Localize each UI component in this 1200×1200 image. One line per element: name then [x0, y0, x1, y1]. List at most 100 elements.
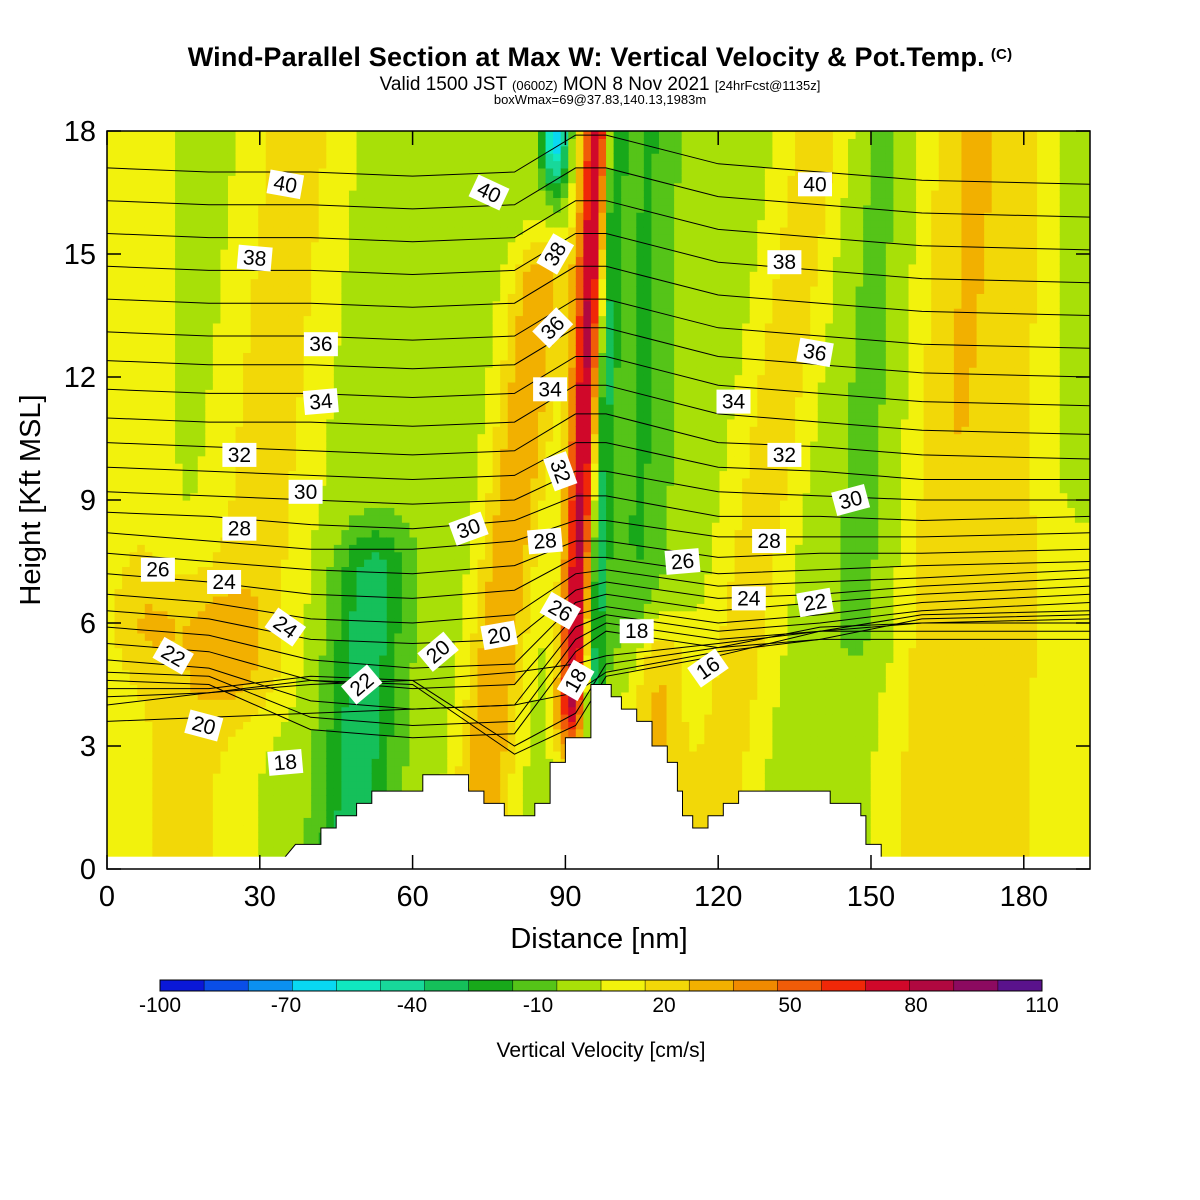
w-cell [115, 500, 123, 508]
w-cell [205, 271, 213, 279]
w-cell [160, 478, 168, 486]
w-cell [319, 249, 327, 257]
w-cell [349, 611, 357, 619]
w-cell [273, 286, 281, 294]
w-cell [341, 323, 349, 331]
w-cell [455, 766, 463, 774]
w-cell [357, 493, 365, 501]
w-cell [470, 707, 478, 715]
w-cell [220, 434, 228, 442]
w-cell [326, 441, 334, 449]
w-cell [364, 795, 372, 803]
w-cell [409, 249, 417, 257]
w-cell [349, 618, 357, 626]
w-cell [236, 323, 244, 331]
w-cell [243, 419, 251, 427]
w-cell [357, 589, 365, 597]
w-cell [190, 131, 198, 139]
w-cell [281, 795, 289, 803]
w-cell [228, 707, 236, 715]
w-cell [122, 279, 130, 287]
w-cell [304, 360, 312, 368]
w-cell [130, 360, 138, 368]
w-cell [266, 493, 274, 501]
w-cell [160, 721, 168, 729]
w-cell [281, 434, 289, 442]
w-cell [387, 220, 395, 228]
w-cell [311, 470, 319, 478]
w-cell [311, 596, 319, 604]
w-cell [130, 758, 138, 766]
w-cell [462, 168, 470, 176]
w-cell [462, 581, 470, 589]
w-cell [455, 249, 463, 257]
w-cell [304, 515, 312, 523]
w-cell [145, 714, 153, 722]
w-cell [311, 293, 319, 301]
w-cell [160, 227, 168, 235]
w-cell [387, 345, 395, 353]
w-cell [228, 175, 236, 183]
w-cell [160, 205, 168, 213]
w-cell [137, 537, 145, 545]
w-cell [409, 640, 417, 648]
w-cell [160, 249, 168, 257]
w-cell [357, 766, 365, 774]
w-cell [304, 227, 312, 235]
w-cell [115, 190, 123, 198]
w-cell [417, 308, 425, 316]
w-cell [334, 478, 342, 486]
w-cell [258, 633, 266, 641]
w-cell [167, 190, 175, 198]
w-cell [364, 478, 372, 486]
w-cell [198, 662, 206, 670]
w-cell [137, 146, 145, 154]
w-cell [228, 758, 236, 766]
w-cell [167, 839, 175, 847]
w-cell [122, 766, 130, 774]
w-cell [145, 183, 153, 191]
w-cell [137, 227, 145, 235]
w-cell [266, 293, 274, 301]
w-cell [379, 456, 387, 464]
w-cell [281, 463, 289, 471]
w-cell [357, 758, 365, 766]
w-cell [107, 323, 115, 331]
w-cell [432, 611, 440, 619]
w-cell [326, 795, 334, 803]
w-cell [455, 153, 463, 161]
w-cell [440, 330, 448, 338]
w-cell [281, 485, 289, 493]
w-cell [425, 168, 433, 176]
w-cell [122, 175, 130, 183]
w-cell [379, 138, 387, 146]
w-cell [273, 839, 281, 847]
w-cell [455, 234, 463, 242]
w-cell [175, 788, 183, 796]
w-cell [379, 589, 387, 597]
w-cell [455, 559, 463, 567]
w-cell [409, 692, 417, 700]
w-cell [243, 397, 251, 405]
w-cell [432, 463, 440, 471]
w-cell [394, 411, 402, 419]
w-cell [152, 367, 160, 375]
w-cell [334, 470, 342, 478]
w-cell [266, 478, 274, 486]
w-cell [387, 493, 395, 501]
w-cell [205, 544, 213, 552]
w-cell [228, 323, 236, 331]
w-cell [470, 256, 478, 264]
w-cell [334, 544, 342, 552]
w-cell [273, 220, 281, 228]
w-cell [145, 153, 153, 161]
w-cell [258, 603, 266, 611]
w-cell [357, 138, 365, 146]
w-cell [447, 507, 455, 515]
w-cell [130, 795, 138, 803]
w-cell [236, 773, 244, 781]
w-cell [349, 426, 357, 434]
w-cell [462, 175, 470, 183]
w-cell [107, 500, 115, 508]
w-cell [425, 242, 433, 250]
